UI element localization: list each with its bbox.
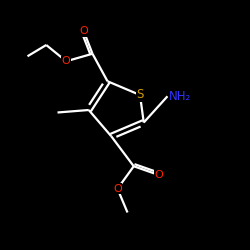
Text: O: O [154,170,163,180]
Text: O: O [80,26,88,36]
Text: O: O [62,56,71,66]
Text: O: O [113,184,122,194]
Text: NH₂: NH₂ [169,90,191,103]
Text: S: S [136,88,144,102]
